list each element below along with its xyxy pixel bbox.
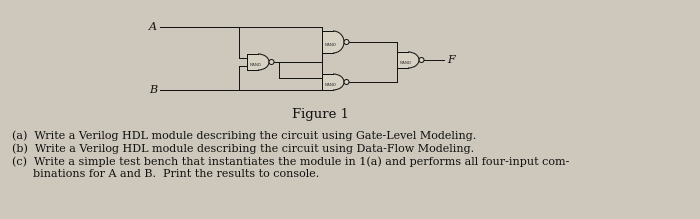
Polygon shape bbox=[322, 74, 344, 90]
Text: (a)  Write a Verilog HDL module describing the circuit using Gate-Level Modeling: (a) Write a Verilog HDL module describin… bbox=[12, 130, 476, 141]
Text: (c)  Write a simple test bench that instantiates the module in 1(a) and performs: (c) Write a simple test bench that insta… bbox=[12, 156, 569, 167]
Text: NAND: NAND bbox=[325, 43, 337, 47]
Circle shape bbox=[269, 60, 274, 65]
Text: NAND: NAND bbox=[250, 63, 262, 67]
Polygon shape bbox=[397, 52, 419, 68]
Polygon shape bbox=[247, 54, 269, 70]
Text: NAND: NAND bbox=[400, 61, 412, 65]
Text: (b)  Write a Verilog HDL module describing the circuit using Data-Flow Modeling.: (b) Write a Verilog HDL module describin… bbox=[12, 143, 474, 154]
Text: NAND: NAND bbox=[325, 83, 337, 87]
Text: binations for A and B.  Print the results to console.: binations for A and B. Print the results… bbox=[12, 169, 319, 179]
Text: Figure 1: Figure 1 bbox=[291, 108, 349, 121]
Circle shape bbox=[344, 79, 349, 85]
Text: F: F bbox=[447, 55, 455, 65]
Text: B: B bbox=[149, 85, 157, 95]
Circle shape bbox=[344, 39, 349, 44]
Polygon shape bbox=[322, 31, 344, 53]
Text: A: A bbox=[149, 22, 157, 32]
Circle shape bbox=[419, 58, 424, 62]
